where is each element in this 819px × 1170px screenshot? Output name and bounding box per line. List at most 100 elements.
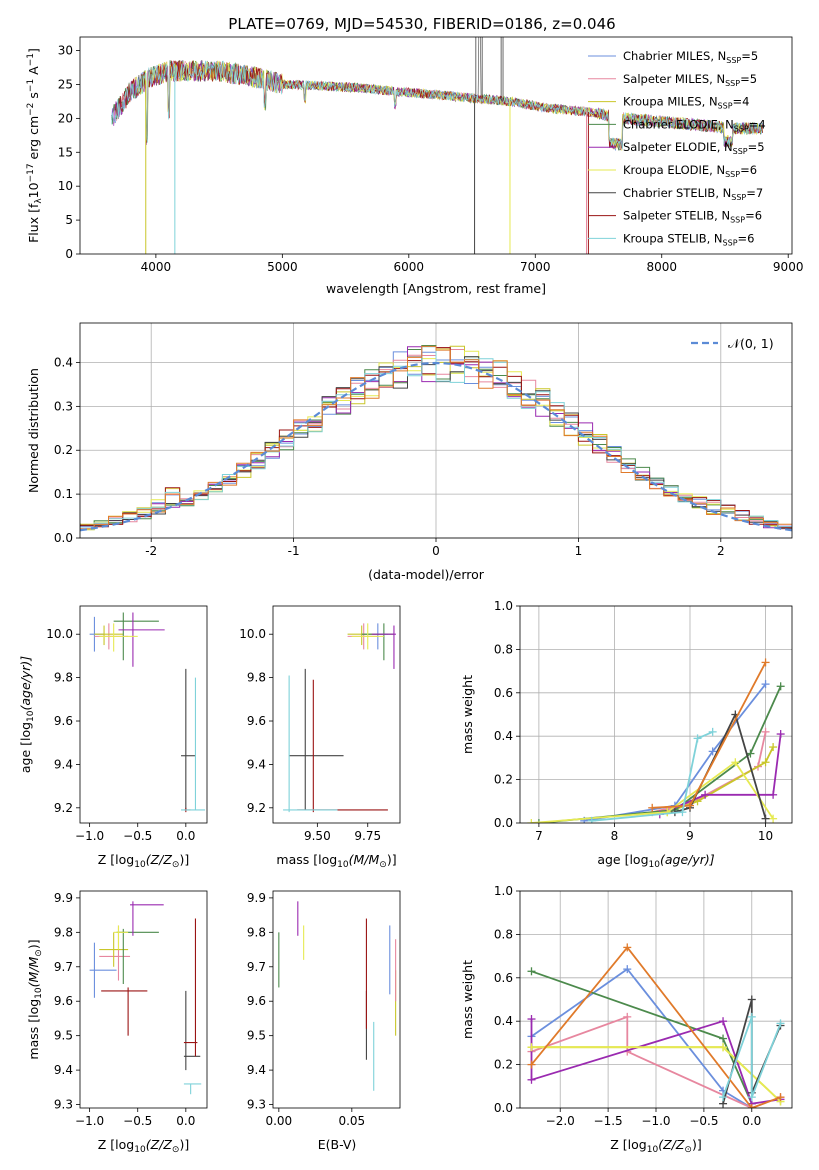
weight-line-5 — [659, 733, 782, 816]
x-tick-label: 0.00 — [265, 1114, 292, 1128]
x-tick-label: 7 — [535, 829, 543, 843]
legend-entry: Chabrier STELIB, NSSP=7 — [623, 186, 763, 202]
axes-frame — [272, 890, 401, 1109]
ticks: 0.00 0.05 9.3 9.4 9.5 9.6 9.7 9.8 9.9 — [247, 891, 365, 1128]
y-tick-label: 0.4 — [54, 355, 73, 369]
y-tick-label: 15 — [58, 145, 73, 159]
x-axis-label: (data-model)/error — [368, 567, 485, 582]
error-bar — [116, 928, 159, 984]
spectrum-line-7 — [111, 37, 763, 151]
x-tick-label: 0.0 — [176, 829, 195, 843]
axes-frame — [272, 605, 401, 824]
y-tick-label: 9.3 — [54, 1098, 73, 1112]
x-tick-label: −1.0 — [641, 1114, 670, 1128]
x-tick-label: 0.0 — [176, 1114, 195, 1128]
weight-marker — [527, 819, 536, 823]
plot-area — [278, 901, 397, 1091]
spectrum-plot: 4000 5000 6000 7000 8000 9000 0 5 10 15 20 25 30 wave… — [26, 36, 804, 296]
y-tick-label: 9.8 — [247, 925, 266, 939]
weight-marker — [708, 727, 717, 736]
x-tick-label: 8 — [611, 829, 619, 843]
x-tick-label: 7000 — [520, 260, 551, 274]
y-tick-label: 0.0 — [494, 1101, 513, 1115]
legend-entry: Chabrier MILES, NSSP=5 — [623, 49, 758, 65]
x-axis-label: Z [log10(Z/Z⊙)] — [98, 1137, 189, 1155]
weight-marker — [648, 803, 657, 812]
legend-entry: Kroupa ELODIE, NSSP=6 — [623, 163, 757, 179]
x-tick-label: -1 — [288, 544, 300, 558]
weight-marker — [708, 747, 717, 756]
weight-line-6 — [531, 760, 774, 823]
gaussian-curve — [80, 361, 792, 532]
error-bar — [118, 612, 165, 667]
y-tick-label: 1.0 — [494, 599, 513, 613]
ticks: −1.0 −0.5 0.0 9.2 9.4 9.6 9.8 10.0 — [46, 627, 195, 843]
y-tick-label: 0.1 — [54, 487, 73, 501]
massweight-vs-age-plot: 7 8 9 10 0.0 0.2 0.4 0.6 0.8 1.0 age [log10(age/yr… — [460, 599, 793, 870]
mass-vs-extinction-plot: 0.00 0.05 9.3 9.4 9.5 9.6 9.7 9.8 9.9 E(B-V) — [247, 890, 401, 1152]
x-tick-label: −0.5 — [123, 829, 152, 843]
plot-area — [527, 943, 785, 1108]
weight-marker — [623, 943, 632, 952]
error-bar — [297, 679, 388, 813]
weight-line-1 — [530, 967, 753, 1108]
x-tick-label: 0 — [432, 544, 440, 558]
weight-marker — [719, 1093, 728, 1102]
error-bar — [89, 942, 117, 998]
x-tick-label: 2 — [717, 544, 725, 558]
y-tick-label: 0.2 — [494, 1058, 513, 1072]
error-bar — [113, 925, 129, 950]
x-tick-label: 0.05 — [338, 1114, 365, 1128]
axes-frame — [519, 605, 793, 824]
x-tick-label: −1.0 — [75, 1114, 104, 1128]
y-axis-label: mass weight — [460, 960, 475, 1039]
legend-entry: Kroupa MILES, NSSP=4 — [623, 95, 749, 111]
y-tick-label: 9.6 — [54, 714, 73, 728]
x-tick-label: 6000 — [394, 260, 425, 274]
error-bar — [283, 675, 338, 813]
x-axis-label: age [log10(age/yr)] — [597, 852, 714, 870]
ticks: -2 -1 0 1 2 0.0 0.1 0.2 0.3 0.4 — [54, 355, 725, 558]
y-tick-label: 9.3 — [247, 1098, 266, 1112]
x-tick-label: 4000 — [141, 260, 172, 274]
y-axis-label: mass weight — [460, 675, 475, 754]
ticks: −2.0 −1.5 −1.0 −0.5 0.0 0.0 0.2 0.4 0.6 0.8 1.0 — [494, 884, 761, 1128]
weight-marker — [693, 734, 702, 743]
x-axis-label: wavelength [Angstrom, rest frame] — [326, 281, 546, 296]
y-tick-label: 9.7 — [247, 960, 266, 974]
ticks: 4000 5000 6000 7000 8000 9000 0 5 10 15 20 25 30 — [58, 44, 804, 274]
y-axis-label: age [log10(age/yr)] — [18, 656, 36, 773]
y-tick-label: 9.2 — [247, 801, 266, 815]
legend-entry: Salpeter STELIB, NSSP=6 — [623, 209, 762, 225]
y-tick-label: 9.4 — [247, 757, 266, 771]
legend-entry: Chabrier ELODIE, NSSP=4 — [623, 117, 766, 133]
error-bar — [351, 623, 384, 650]
legend-entry: Kroupa STELIB, NSSP=6 — [623, 231, 754, 247]
mass-vs-metallicity-plot: −1.0 −0.5 0.0 9.3 9.4 9.5 9.6 9.7 9.8 9.9 Z [log10… — [26, 890, 208, 1155]
weight-marker — [776, 730, 785, 739]
weight-marker — [701, 790, 710, 799]
y-tick-label: 0.6 — [494, 971, 513, 985]
weight-marker — [719, 1017, 728, 1026]
weight-line-2 — [652, 731, 767, 813]
x-tick-label: 5000 — [267, 260, 298, 274]
y-axis-label: Normed distribution — [26, 368, 41, 493]
error-bar — [130, 901, 164, 936]
error-bar — [99, 925, 131, 981]
weight-marker — [769, 814, 778, 823]
weight-marker — [587, 816, 596, 823]
error-bar — [99, 623, 138, 652]
grid-lines — [520, 605, 792, 824]
weight-marker — [761, 658, 770, 667]
plot-area — [89, 612, 206, 813]
weight-line-8 — [652, 661, 767, 809]
axes-frame — [79, 36, 793, 255]
weight-marker — [527, 1060, 536, 1069]
plot-area — [527, 658, 785, 823]
weight-marker — [527, 1043, 536, 1052]
x-axis-label: mass [log10(M/M⊙)] — [276, 852, 396, 870]
y-tick-label: 30 — [58, 44, 73, 58]
y-tick-label: 9.6 — [247, 714, 266, 728]
y-tick-label: 5 — [65, 213, 73, 227]
y-tick-label: 0.3 — [54, 399, 73, 413]
